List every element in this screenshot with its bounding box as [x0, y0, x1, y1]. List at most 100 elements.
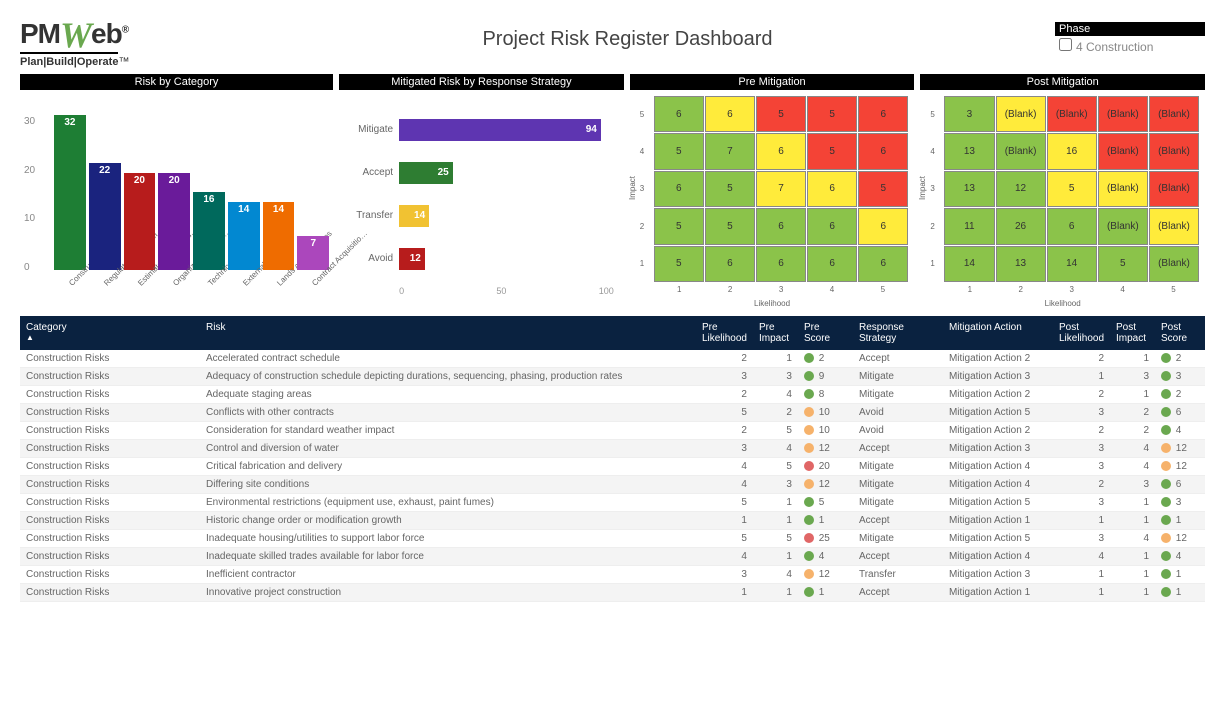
heat-cell[interactable]: 5 [807, 96, 857, 132]
heat-cell[interactable]: (Blank) [1149, 133, 1199, 169]
chart-risk-by-category[interactable]: 0102030 32Construction …22Regulatory and… [20, 90, 333, 310]
heat-cell[interactable]: 3 [944, 96, 994, 132]
strategy-bar[interactable]: Accept25 [399, 161, 614, 185]
heat-cell[interactable]: (Blank) [1149, 96, 1199, 132]
heat-cell[interactable]: 6 [654, 96, 704, 132]
table-column-header[interactable]: Post Impact [1110, 316, 1155, 350]
table-column-header[interactable]: Response Strategy [853, 316, 943, 350]
score-dot-icon [1161, 389, 1171, 399]
heat-cell[interactable]: 5 [858, 171, 908, 207]
table-row[interactable]: Construction RisksDiffering site conditi… [20, 476, 1205, 494]
category-bar[interactable]: 14Lands and Damages [263, 202, 295, 270]
strategy-bar[interactable]: Transfer14 [399, 204, 614, 228]
category-bar[interactable]: 20Organizational and … [158, 173, 190, 270]
table-column-header[interactable]: Post Score [1155, 316, 1205, 350]
heat-cell[interactable]: 6 [705, 246, 755, 282]
table-row[interactable]: Construction RisksAdequacy of constructi… [20, 368, 1205, 386]
heat-cell[interactable]: 5 [654, 246, 704, 282]
heat-cell[interactable]: 6 [858, 208, 908, 244]
table-column-header[interactable]: Pre Score [798, 316, 853, 350]
heat-cell[interactable]: 5 [654, 133, 704, 169]
heat-cell[interactable]: 6 [756, 246, 806, 282]
heat-cell[interactable]: 6 [807, 246, 857, 282]
chart-risk-by-strategy[interactable]: Mitigate94Accept25Transfer14Avoid12 0501… [339, 90, 624, 310]
heat-cell[interactable]: (Blank) [996, 133, 1046, 169]
heat-cell[interactable]: 6 [807, 208, 857, 244]
table-row[interactable]: Construction RisksInadequate housing/uti… [20, 530, 1205, 548]
heat-cell[interactable]: 7 [756, 171, 806, 207]
heat-cell[interactable]: 13 [944, 171, 994, 207]
heat-cell[interactable]: 6 [1047, 208, 1097, 244]
heatmap-pre[interactable]: Impact 12345 6655657656657655566656666 1… [630, 90, 915, 310]
table-row[interactable]: Construction RisksConsideration for stan… [20, 422, 1205, 440]
heat-cell[interactable]: 11 [944, 208, 994, 244]
heat-xtick: 5 [1171, 285, 1175, 294]
category-bar[interactable]: 16Technical Risks [193, 192, 225, 270]
heat-cell[interactable]: 6 [654, 171, 704, 207]
phase-checkbox[interactable] [1059, 38, 1072, 51]
heat-cell[interactable]: (Blank) [1098, 171, 1148, 207]
table-column-header[interactable]: Post Likelihood [1053, 316, 1110, 350]
table-column-header[interactable]: Mitigation Action [943, 316, 1053, 350]
heat-cell[interactable]: (Blank) [1098, 96, 1148, 132]
heat-cell[interactable]: 5 [1047, 171, 1097, 207]
table-column-header[interactable]: Category▲ [20, 316, 200, 350]
heat-cell[interactable]: (Blank) [1098, 133, 1148, 169]
heat-cell[interactable]: 26 [996, 208, 1046, 244]
heat-ytick: 3 [930, 184, 934, 193]
table-column-header[interactable]: Risk [200, 316, 696, 350]
table-row[interactable]: Construction RisksEnvironmental restrict… [20, 494, 1205, 512]
table-row[interactable]: Construction RisksHistoric change order … [20, 512, 1205, 530]
heat-cell[interactable]: 14 [944, 246, 994, 282]
category-bar[interactable]: 32Construction … [54, 115, 86, 270]
heat-cell[interactable]: (Blank) [1047, 96, 1097, 132]
table-cell: 1 [1110, 566, 1155, 584]
table-row[interactable]: Construction RisksAccelerated contract s… [20, 350, 1205, 368]
table-cell: Consideration for standard weather impac… [200, 422, 696, 440]
heat-cell[interactable]: 12 [996, 171, 1046, 207]
heat-cell[interactable]: (Blank) [996, 96, 1046, 132]
heat-cell[interactable]: 6 [858, 96, 908, 132]
table-column-header[interactable]: Pre Impact [753, 316, 798, 350]
heat-cell[interactable]: 6 [858, 133, 908, 169]
table-row[interactable]: Construction RisksInnovative project con… [20, 584, 1205, 602]
heat-cell[interactable]: 5 [1098, 246, 1148, 282]
heat-cell[interactable]: 6 [756, 208, 806, 244]
heat-cell[interactable]: 13 [944, 133, 994, 169]
table-column-header[interactable]: Pre Likelihood [696, 316, 753, 350]
heat-cell[interactable]: 13 [996, 246, 1046, 282]
strategy-bar[interactable]: Mitigate94 [399, 118, 614, 142]
table-row[interactable]: Construction RisksInefficient contractor… [20, 566, 1205, 584]
category-bar[interactable]: 22Regulatory and Envi… [89, 163, 121, 270]
heat-cell[interactable]: 6 [858, 246, 908, 282]
heat-cell[interactable]: 5 [756, 96, 806, 132]
table-row[interactable]: Construction RisksAdequate staging areas… [20, 386, 1205, 404]
heat-cell[interactable]: 6 [705, 96, 755, 132]
category-bar[interactable]: 20Estimate and Sched… [124, 173, 156, 270]
heatmap-post[interactable]: Impact 12345 3(Blank)(Blank)(Blank)(Blan… [920, 90, 1205, 310]
heat-cell[interactable]: (Blank) [1149, 171, 1199, 207]
heat-cell[interactable]: 16 [1047, 133, 1097, 169]
heat-cell[interactable]: 6 [756, 133, 806, 169]
heat-cell[interactable]: 5 [705, 171, 755, 207]
heat-cell[interactable]: 6 [807, 171, 857, 207]
heat-cell[interactable]: 5 [807, 133, 857, 169]
heat-cell[interactable]: 5 [705, 208, 755, 244]
heat-cell[interactable]: 14 [1047, 246, 1097, 282]
table-cell: 2 [1053, 422, 1110, 440]
strategy-bar[interactable]: Avoid12 [399, 247, 614, 271]
table-cell: Accept [853, 512, 943, 530]
table-row[interactable]: Construction RisksConflicts with other c… [20, 404, 1205, 422]
table-cell: Construction Risks [20, 404, 200, 422]
category-bar[interactable]: 7Contract Acquisitio… [297, 236, 329, 270]
table-cell: 4 [696, 548, 753, 566]
heat-cell[interactable]: (Blank) [1098, 208, 1148, 244]
table-row[interactable]: Construction RisksCritical fabrication a… [20, 458, 1205, 476]
heat-cell[interactable]: 7 [705, 133, 755, 169]
category-bar[interactable]: 14External Risks [228, 202, 260, 270]
heat-cell[interactable]: (Blank) [1149, 208, 1199, 244]
table-row[interactable]: Construction RisksControl and diversion … [20, 440, 1205, 458]
table-row[interactable]: Construction RisksInadequate skilled tra… [20, 548, 1205, 566]
heat-cell[interactable]: (Blank) [1149, 246, 1199, 282]
heat-cell[interactable]: 5 [654, 208, 704, 244]
